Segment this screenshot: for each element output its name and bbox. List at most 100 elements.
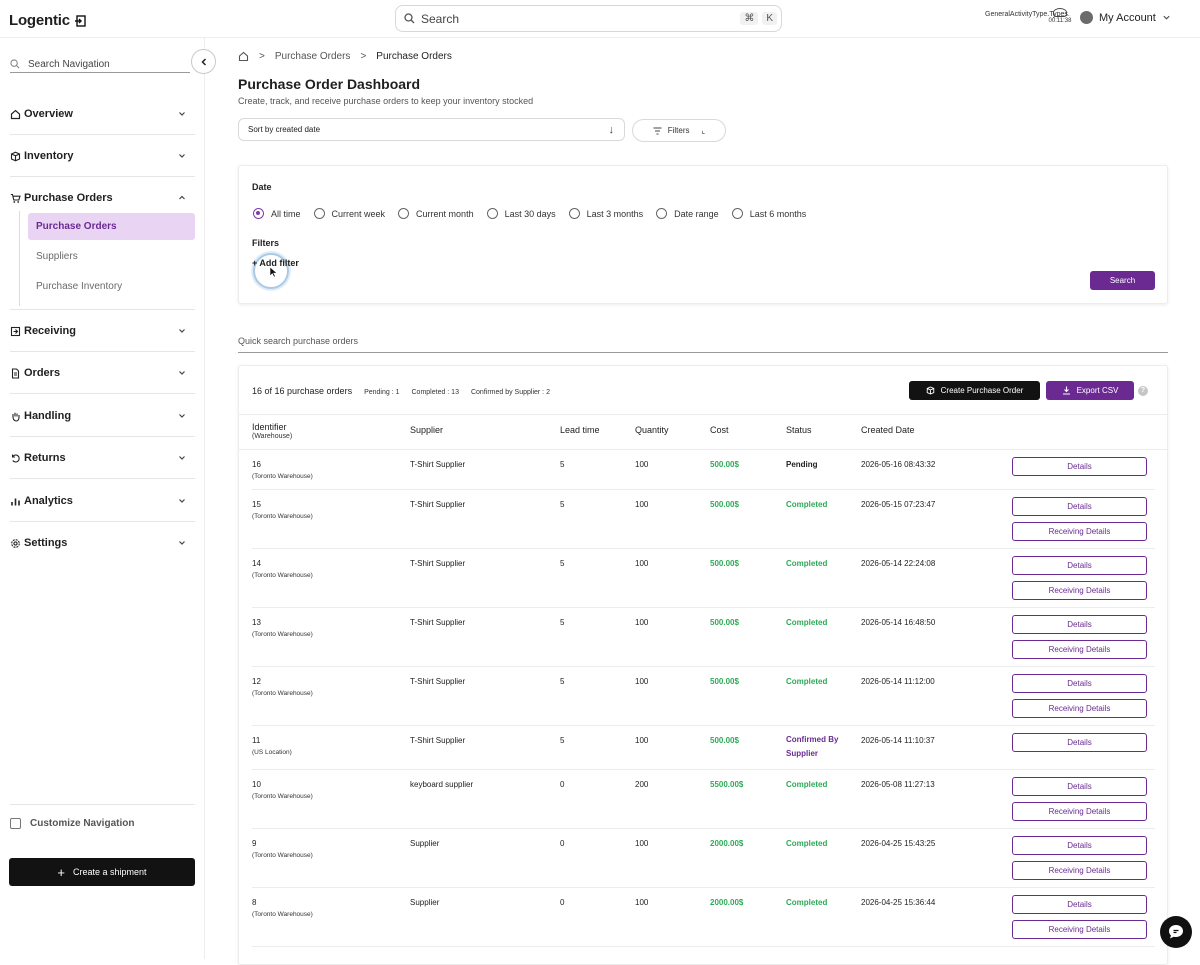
customize-checkbox[interactable] xyxy=(10,818,21,829)
help-icon[interactable]: ? xyxy=(1138,386,1148,396)
details-button[interactable]: Details xyxy=(1012,777,1147,796)
cell-cost: 500.00$ xyxy=(710,559,739,568)
sidebar-item-label: Inventory xyxy=(24,150,74,162)
chat-button[interactable] xyxy=(1160,916,1192,948)
nav-divider xyxy=(10,393,195,394)
radio-circle[interactable] xyxy=(731,208,743,219)
pending-count: Pending : 1 xyxy=(364,389,400,396)
nav-divider xyxy=(10,351,195,352)
details-button[interactable]: Details xyxy=(1012,733,1147,752)
details-button[interactable]: Details xyxy=(1012,615,1147,634)
receiving-details-button[interactable]: Receiving Details xyxy=(1012,861,1147,880)
chat-icon xyxy=(1169,925,1183,939)
radio-circle[interactable] xyxy=(398,208,410,219)
add-filter-button[interactable]: + Add filter xyxy=(252,258,299,268)
box-icon xyxy=(926,386,934,395)
details-button[interactable]: Details xyxy=(1012,836,1147,855)
sort-select[interactable]: Sort by created date ↓ xyxy=(238,118,625,141)
column-supplier[interactable]: Supplier xyxy=(410,425,444,435)
date-option-radio[interactable]: Date range xyxy=(656,208,719,219)
sort-label: Sort by created date xyxy=(248,125,321,134)
date-option-label: All time xyxy=(271,208,301,219)
cell-cost: 2000.00$ xyxy=(710,898,744,907)
receiving-details-button[interactable]: Receiving Details xyxy=(1012,522,1147,541)
cell-cost: 500.00$ xyxy=(710,500,739,509)
create-shipment-button[interactable]: + Create a shipment xyxy=(9,858,195,886)
table-row: 14 (Toronto Warehouse) T-Shirt Supplier 5 10… xyxy=(252,549,1155,608)
sidebar-subitem-suppliers[interactable]: Suppliers xyxy=(36,251,78,262)
receiving-details-button[interactable]: Receiving Details xyxy=(1012,802,1147,821)
column-created-date[interactable]: Created Date xyxy=(861,425,915,435)
details-button[interactable]: Details xyxy=(1012,895,1147,914)
collapse-sidebar-button[interactable] xyxy=(191,49,216,74)
account-menu[interactable]: My Account xyxy=(1080,11,1171,24)
chevron-down-icon xyxy=(179,112,185,116)
export-csv-button[interactable]: Export CSV xyxy=(1046,381,1134,400)
column-identifier[interactable]: Identifier (Warehouse) xyxy=(252,422,292,440)
create-purchase-order-button[interactable]: Create Purchase Order xyxy=(909,381,1040,400)
cell-identifier: 14 (Toronto Warehouse) xyxy=(252,559,313,579)
order-id: 11 xyxy=(252,736,261,745)
radio-circle[interactable] xyxy=(486,208,498,219)
receiving-details-button[interactable]: Receiving Details xyxy=(1012,640,1147,659)
sidebar-item-orders[interactable]: Orders xyxy=(10,363,195,383)
details-button[interactable]: Details xyxy=(1012,497,1147,516)
submenu-rail xyxy=(19,211,20,306)
column-cost[interactable]: Cost xyxy=(710,425,729,435)
sidebar-item-handling[interactable]: Handling xyxy=(10,406,195,426)
date-option-radio[interactable]: Last 6 months xyxy=(731,208,807,219)
sidebar-item-label: Returns xyxy=(24,452,66,464)
details-button[interactable]: Details xyxy=(1012,674,1147,693)
date-option-label: Last 6 months xyxy=(749,208,807,219)
nav-search-input[interactable]: Search Navigation xyxy=(10,56,190,73)
date-option-radio[interactable]: Current week xyxy=(313,208,385,219)
details-button[interactable]: Details xyxy=(1012,556,1147,575)
table-row: 12 (Toronto Warehouse) T-Shirt Supplier 5 10… xyxy=(252,667,1155,726)
cell-cost: 5500.00$ xyxy=(710,780,744,789)
date-option-radio[interactable]: Last 30 days xyxy=(486,208,556,219)
radio-circle[interactable] xyxy=(253,208,264,219)
sidebar-item-label: Handling xyxy=(24,410,72,422)
sidebar-item-purchase-orders[interactable]: Purchase Orders xyxy=(10,188,195,208)
receiving-details-button[interactable]: Receiving Details xyxy=(1012,920,1147,939)
quick-search-input[interactable]: Quick search purchase orders xyxy=(238,336,1168,353)
sidebar-subitem-purchase-orders[interactable]: Purchase Orders xyxy=(28,213,195,240)
details-button[interactable]: Details xyxy=(1012,457,1147,476)
column-status[interactable]: Status xyxy=(786,425,812,435)
filters-button[interactable]: Filters ⌞ xyxy=(632,119,726,142)
timer[interactable]: 00:11:38 xyxy=(1047,8,1073,28)
shortcut-key: K xyxy=(762,12,777,25)
cell-identifier: 16 (Toronto Warehouse) xyxy=(252,460,313,480)
logo[interactable]: Logentic xyxy=(9,12,86,29)
sidebar-subitem-purchase-inventory[interactable]: Purchase Inventory xyxy=(36,281,123,292)
cell-quantity: 200 xyxy=(635,780,649,789)
date-option-radio[interactable]: All time xyxy=(253,208,301,219)
receiving-details-button[interactable]: Receiving Details xyxy=(1012,699,1147,718)
column-lead-time[interactable]: Lead time xyxy=(560,425,600,435)
chevron-down-icon xyxy=(179,414,185,418)
date-option-radio[interactable]: Current month xyxy=(398,208,474,219)
filter-search-button[interactable]: Search xyxy=(1090,271,1155,290)
date-option-label: Last 30 days xyxy=(504,208,556,219)
column-quantity[interactable]: Quantity xyxy=(635,425,669,435)
sidebar-item-inventory[interactable]: Inventory xyxy=(10,146,195,166)
sidebar-item-overview[interactable]: Overview xyxy=(10,104,195,124)
top-bar: Logentic Search ⌘ K GeneralActivityType.… xyxy=(0,0,1200,38)
date-option-radio[interactable]: Last 3 months xyxy=(568,208,643,219)
sidebar-item-settings[interactable]: Settings xyxy=(10,533,195,553)
radio-circle[interactable] xyxy=(568,208,580,219)
sidebar-item-analytics[interactable]: Analytics xyxy=(10,491,195,511)
home-icon[interactable] xyxy=(238,51,249,62)
sidebar-item-receiving[interactable]: Receiving xyxy=(10,321,195,341)
customize-navigation-toggle[interactable]: Customize Navigation xyxy=(10,818,134,829)
receiving-details-button[interactable]: Receiving Details xyxy=(1012,581,1147,600)
radio-circle[interactable] xyxy=(656,208,668,219)
sidebar-item-label: Analytics xyxy=(24,495,73,507)
sidebar-item-returns[interactable]: Returns xyxy=(10,448,195,468)
warehouse-name: (Toronto Warehouse) xyxy=(252,911,313,918)
radio-circle[interactable] xyxy=(313,208,325,219)
page-title: Purchase Order Dashboard xyxy=(238,76,421,92)
avatar xyxy=(1080,11,1093,24)
breadcrumb-item[interactable]: Purchase Orders xyxy=(274,51,351,62)
global-search-input[interactable]: Search ⌘ K xyxy=(395,5,782,32)
